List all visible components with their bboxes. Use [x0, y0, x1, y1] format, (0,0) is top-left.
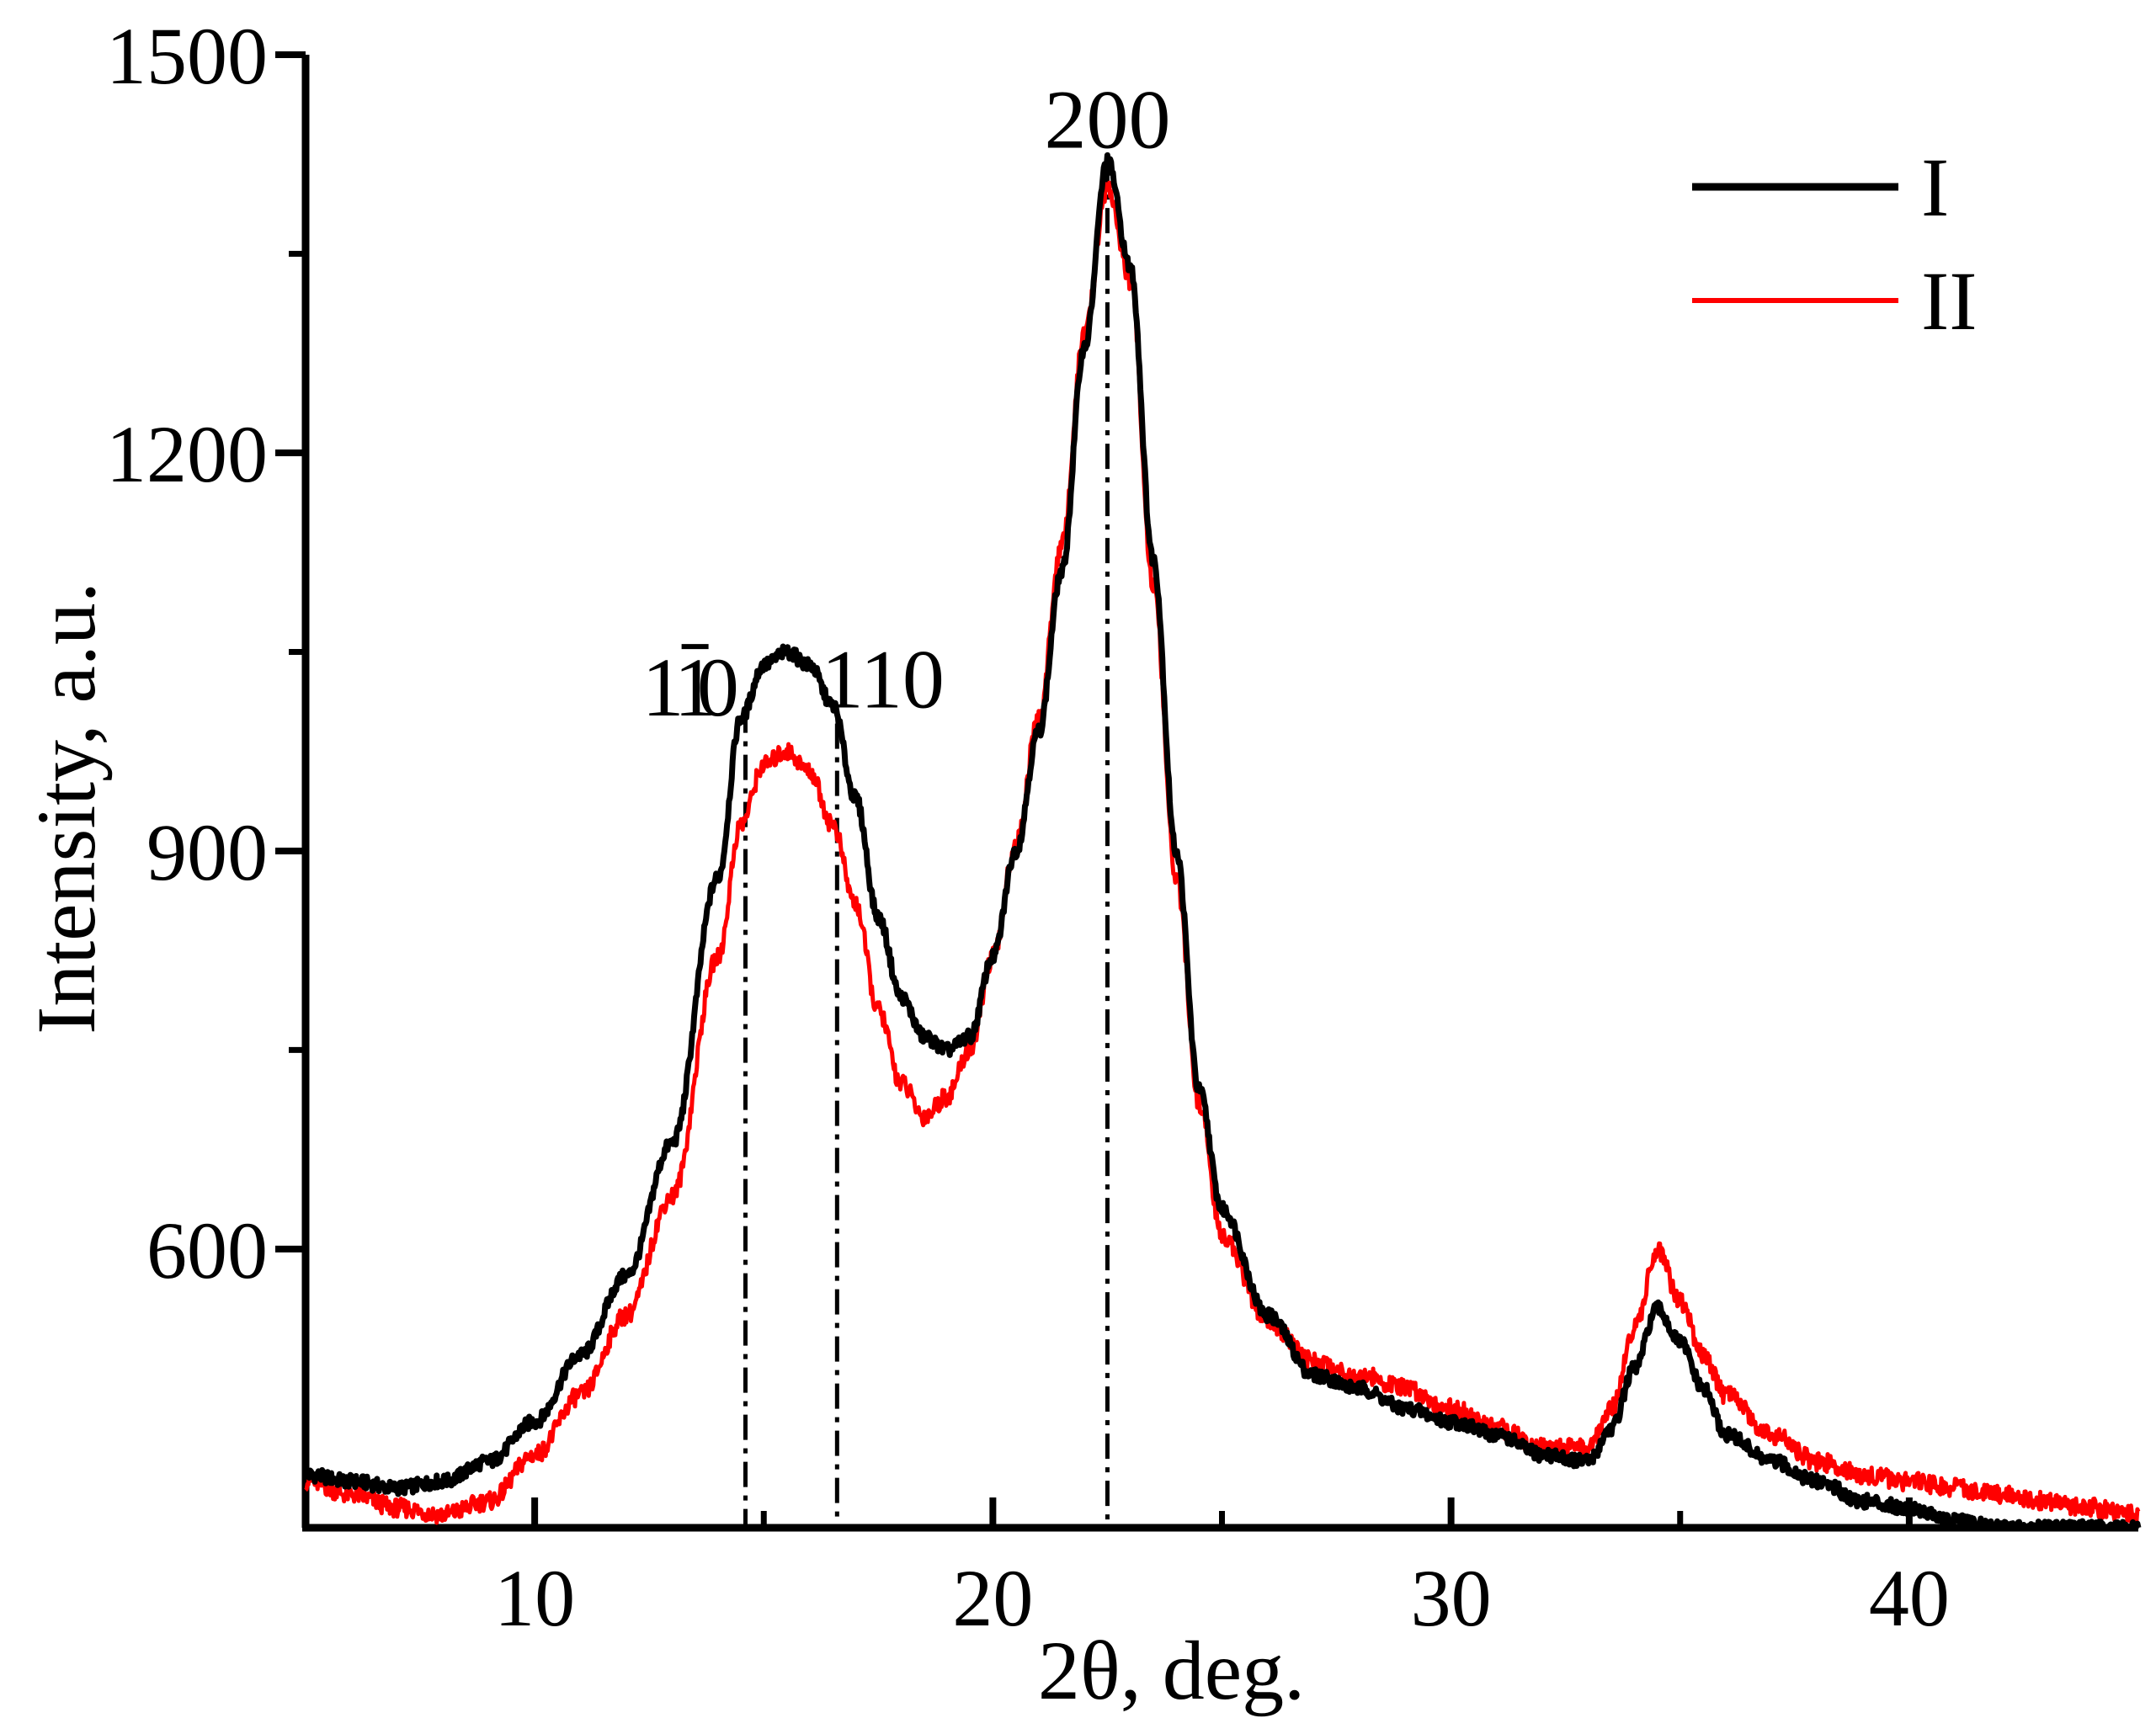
y-axis-title: Intensity, a.u. [19, 582, 113, 1035]
x-tick-label: 10 [494, 1553, 575, 1643]
peak-label: 1 [674, 641, 716, 734]
peak-label: 1 [642, 641, 684, 734]
series-line-I [302, 152, 2142, 1531]
x-tick-label: 20 [952, 1553, 1033, 1643]
peak-label: 200 [1044, 72, 1170, 166]
legend-label: I [1921, 141, 1949, 234]
peak-annotations: 110 110 200 [642, 72, 1171, 734]
y-tick-label: 600 [146, 1205, 268, 1295]
legend-label: II [1921, 254, 1978, 348]
peak-label: 110 [822, 633, 945, 726]
y-tick-label: 900 [146, 807, 268, 897]
series-line-II [304, 180, 2141, 1525]
x-tick-label: 30 [1411, 1553, 1492, 1643]
x-tick-label: 40 [1869, 1553, 1950, 1643]
series-group [302, 152, 2142, 1531]
y-tick-label: 1200 [106, 409, 268, 499]
reference-lines [743, 161, 1110, 1528]
y-tick-label: 1500 [106, 11, 268, 101]
x-axis-title: 2θ, deg. [1038, 1624, 1305, 1717]
peak-label: 0 [697, 641, 739, 734]
legend: III [1692, 141, 1978, 348]
